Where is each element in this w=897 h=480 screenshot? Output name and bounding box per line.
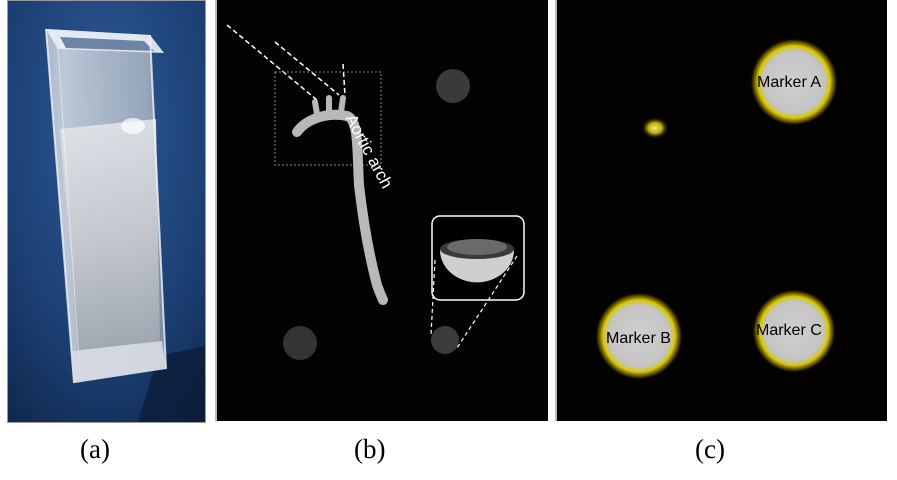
pointer-line-3 [342, 63, 346, 97]
roi-box [274, 71, 382, 166]
pointer-line-1 [226, 24, 318, 101]
aortic-arch-vessel [292, 109, 388, 305]
panel-a-photo [7, 0, 206, 423]
marker-disc-bottom-left [283, 326, 317, 360]
inset-hemisphere [440, 250, 514, 283]
panel-c-markers: Marker A Marker B Marker C [555, 0, 887, 421]
cuvette-photo [8, 1, 205, 422]
marker-b-spot [595, 292, 683, 380]
panel-b-scan: Aortic arch [215, 0, 548, 421]
vessel-scan: Aortic arch [226, 24, 525, 360]
marker-a-spot [750, 38, 838, 126]
small-signal-spot [641, 117, 669, 139]
gel-sample [60, 119, 160, 353]
marker-image [595, 38, 838, 380]
caption-a: (a) [80, 434, 110, 464]
marker-disc-top [436, 69, 470, 103]
marker-a-label: Marker A [757, 74, 822, 91]
caption-b: (b) [354, 434, 386, 464]
arch-branches [312, 95, 346, 117]
marker-c-label: Marker C [756, 322, 822, 339]
cuvette-base [72, 341, 166, 383]
caption-c: (c) [695, 434, 725, 464]
marker-b-label: Marker B [606, 330, 671, 347]
aortic-arch-label: Aortic arch [341, 111, 396, 192]
cuvette-shadow [138, 346, 205, 422]
marker-disc-bottom-right [431, 326, 459, 354]
pointer-line-2 [274, 41, 340, 96]
marker-c-spot [752, 289, 836, 373]
